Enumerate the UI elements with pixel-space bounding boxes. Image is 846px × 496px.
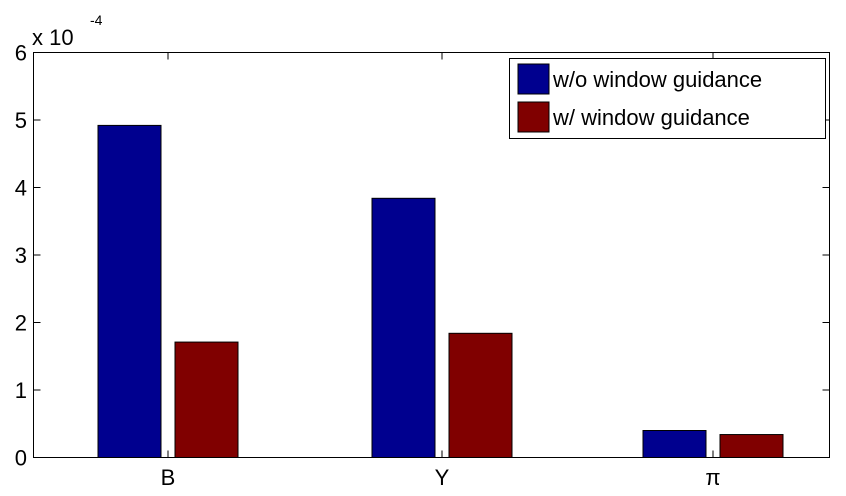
y-multiplier-exponent: -4 <box>90 12 103 28</box>
x-tick-label: Y <box>435 465 450 490</box>
y-tick-label: 6 <box>15 41 27 66</box>
bar-wo-guidance-0 <box>97 124 162 459</box>
legend-label-w-guidance: w/ window guidance <box>552 105 750 130</box>
legend-swatch-w-guidance <box>517 101 550 133</box>
legend: w/o window guidance w/ window guidance <box>509 58 826 139</box>
y-tick-label: 3 <box>15 243 27 268</box>
legend-swatch-wo-guidance <box>517 63 550 95</box>
bar-w-guidance-2 <box>719 434 784 458</box>
bar-w-guidance-0 <box>174 341 239 459</box>
y-tick-label: 4 <box>15 176 27 201</box>
bars-layer <box>97 124 784 459</box>
y-tick-label: 0 <box>15 446 27 471</box>
legend-box <box>509 58 826 139</box>
y-tick-label: 1 <box>15 378 27 403</box>
y-tick-label: 2 <box>15 311 27 336</box>
legend-label-wo-guidance: w/o window guidance <box>552 67 762 92</box>
x-tick-label: π <box>705 465 720 490</box>
bar-wo-guidance-2 <box>642 430 707 458</box>
bar-wo-guidance-1 <box>371 197 436 459</box>
bar-w-guidance-1 <box>448 332 513 458</box>
y-tick-label: 5 <box>15 108 27 133</box>
plot-frame <box>33 52 830 458</box>
x-tick-label: B <box>161 465 176 490</box>
y-multiplier-base: x 10 <box>32 25 74 50</box>
